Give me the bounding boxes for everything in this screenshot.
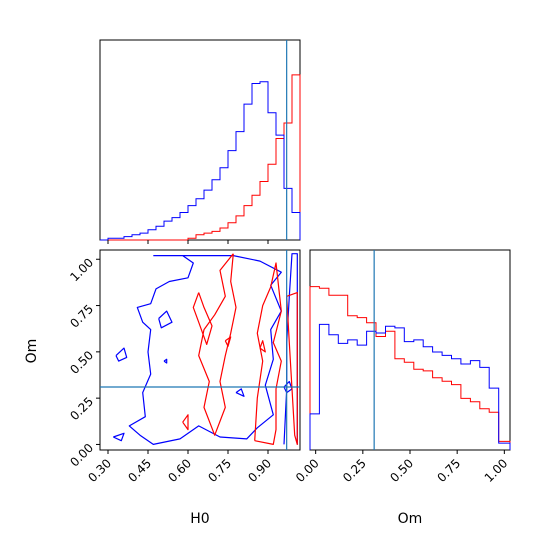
histogram-series-blue (100, 81, 301, 241)
x-tick-label: 0.25 (340, 456, 369, 485)
x-tick-label: 0.75 (434, 456, 463, 485)
x-tick-label: 0.00 (293, 456, 322, 485)
contour-blue (115, 347, 128, 362)
contour-blue (158, 310, 173, 329)
histogram-H0-frame (99, 39, 301, 241)
contour-red (254, 262, 282, 445)
x-tick-labels-Om: 0.00 0.25 0.50 0.75 1.00 (293, 456, 510, 485)
x-tick-label: 0.90 (245, 456, 274, 485)
contour-blue (235, 388, 245, 397)
contour-blue (283, 253, 298, 445)
histogram-series-red (100, 74, 301, 241)
x-tick-label: 0.50 (387, 456, 416, 485)
contour-panel-H0-Om (96, 249, 301, 454)
x-tick-labels-H0: 0.30 0.45 0.60 0.75 0.90 (85, 456, 274, 485)
x-axis-label-Om: Om (398, 511, 423, 527)
y-tick-label: 1.00 (67, 255, 96, 284)
histogram-Om-frame (309, 249, 511, 451)
contour-red (259, 340, 266, 353)
histogram-panel-Om (309, 249, 511, 454)
y-tick-label: 0.50 (67, 348, 96, 377)
x-tick-label: 0.60 (165, 456, 194, 485)
x-tick-label: 0.30 (85, 456, 114, 485)
histogram-series-red (309, 286, 511, 450)
contour-blue (163, 358, 168, 364)
contour-lines (113, 253, 298, 445)
contour-red (286, 292, 298, 445)
y-tick-label: 0.25 (67, 394, 96, 423)
contour-red (198, 253, 237, 436)
contour-frame (99, 249, 301, 451)
contour-red (192, 292, 213, 345)
y-tick-labels-Om: 0.00 0.25 0.50 0.75 1.00 (67, 255, 96, 469)
y-axis-label-Om: Om (24, 339, 40, 364)
contour-blue (113, 432, 125, 442)
contour-red (224, 336, 232, 347)
y-tick-label: 0.00 (67, 441, 96, 470)
histogram-panel-H0 (99, 39, 301, 244)
x-axis-label-H0: H0 (190, 511, 209, 527)
x-tick-label: 0.75 (205, 456, 234, 485)
x-tick-label: 1.00 (482, 456, 511, 485)
contour-red (182, 414, 189, 431)
contour-blue (128, 255, 282, 445)
histogram-series-blue (309, 323, 511, 450)
x-tick-label: 0.45 (125, 456, 154, 485)
y-tick-label: 0.75 (67, 302, 96, 331)
